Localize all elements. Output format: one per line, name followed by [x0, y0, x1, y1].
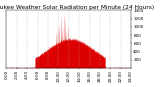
Title: Milwaukee Weather Solar Radiation per Minute (24 Hours): Milwaukee Weather Solar Radiation per Mi… [0, 5, 154, 10]
